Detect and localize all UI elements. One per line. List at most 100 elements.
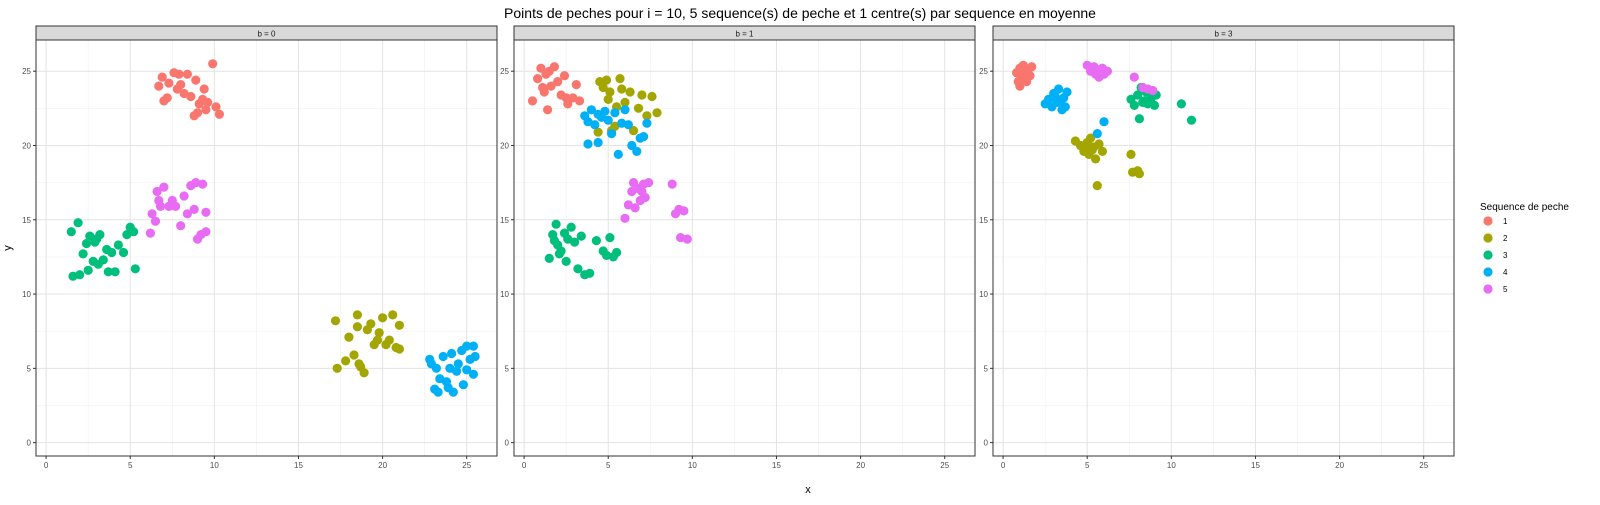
data-point-series-3 (118, 247, 129, 258)
data-point-series-5 (150, 216, 161, 226)
data-point-series-1 (575, 96, 585, 106)
data-point-series-3 (1186, 115, 1197, 125)
data-point-series-5 (154, 195, 164, 206)
data-point-series-2 (637, 90, 647, 100)
facet-strip-label: b = 3 (1214, 30, 1233, 39)
data-point-series-3 (110, 267, 120, 277)
data-point-series-4 (610, 108, 620, 118)
y-tick-label: 10 (500, 290, 509, 299)
data-point-series-4 (620, 105, 630, 115)
data-point-series-5 (201, 227, 211, 237)
data-point-series-3 (98, 255, 108, 265)
data-point-series-2 (354, 359, 364, 369)
data-point-series-1 (203, 97, 213, 107)
legend-key-2 (1483, 233, 1493, 243)
x-tick-label: 25 (1419, 461, 1428, 470)
data-point-series-3 (570, 237, 580, 247)
data-point-series-3 (95, 230, 105, 240)
panel-background (36, 40, 497, 456)
data-point-series-4 (642, 118, 652, 128)
data-point-series-4 (586, 105, 597, 115)
data-point-series-2 (394, 320, 404, 330)
data-point-series-5 (171, 201, 181, 211)
data-point-series-3 (591, 236, 602, 246)
data-point-series-1 (201, 105, 211, 115)
data-point-series-2 (598, 82, 608, 93)
y-tick-label: 25 (500, 67, 509, 76)
data-point-series-3 (78, 249, 88, 259)
data-point-series-2 (603, 94, 613, 104)
x-tick-label: 20 (1335, 461, 1344, 470)
y-tick-label: 20 (22, 141, 31, 150)
x-tick-label: 15 (772, 461, 781, 470)
data-point-series-4 (453, 359, 463, 369)
data-point-series-4 (583, 139, 593, 149)
data-point-series-3 (73, 218, 83, 228)
y-axis-label: y (2, 245, 14, 251)
y-tick-label: 5 (505, 364, 510, 373)
data-point-series-1 (1027, 62, 1037, 72)
data-point-series-5 (639, 179, 649, 189)
data-point-series-2 (647, 91, 657, 102)
legend-label-1: 1 (1503, 217, 1508, 226)
data-point-series-2 (1092, 181, 1102, 191)
data-point-series-4 (639, 132, 649, 142)
data-point-series-3 (612, 247, 622, 258)
x-tick-label: 0 (1001, 461, 1006, 470)
data-point-series-3 (1176, 99, 1186, 109)
legend-label-5: 5 (1503, 285, 1508, 294)
data-point-series-1 (191, 75, 201, 85)
data-point-series-4 (468, 369, 478, 379)
data-point-series-1 (164, 78, 174, 88)
data-point-series-3 (1144, 97, 1155, 107)
data-point-series-2 (374, 328, 384, 338)
data-point-series-5 (176, 221, 186, 231)
data-point-series-3 (561, 256, 571, 266)
x-tick-label: 10 (210, 461, 219, 470)
data-point-series-3 (549, 236, 560, 246)
data-point-series-1 (214, 109, 224, 119)
facet-panel-2: b = 3 0 5 10 15 20 25 0 5 10 15 20 25 (979, 25, 1455, 470)
data-point-series-1 (561, 93, 571, 103)
data-point-series-2 (617, 84, 627, 94)
legend-item-5: 5 (1483, 284, 1508, 294)
data-point-series-3 (1134, 114, 1144, 124)
data-point-series-4 (590, 120, 600, 130)
x-tick-label: 5 (1085, 461, 1090, 470)
data-point-series-2 (394, 344, 404, 354)
data-point-series-1 (162, 93, 172, 103)
x-axis-label: x (805, 484, 811, 496)
data-point-series-5 (630, 203, 640, 213)
data-point-series-4 (1099, 117, 1109, 127)
y-tick-label: 20 (500, 141, 509, 150)
data-point-series-4 (468, 341, 478, 351)
data-point-series-3 (585, 268, 595, 278)
data-point-series-2 (378, 313, 388, 323)
legend-label-2: 2 (1503, 234, 1508, 243)
data-point-series-3 (554, 249, 565, 259)
data-point-series-4 (623, 120, 634, 130)
data-point-series-4 (470, 351, 480, 362)
x-tick-label: 0 (44, 461, 49, 470)
legend-title: Sequence de peche (1480, 202, 1569, 213)
data-point-series-1 (559, 71, 570, 81)
data-point-series-1 (186, 91, 196, 102)
data-point-series-5 (147, 209, 157, 219)
data-point-series-3 (83, 265, 93, 275)
data-point-series-3 (1129, 100, 1139, 110)
data-point-series-2 (349, 350, 359, 360)
data-point-series-4 (1055, 96, 1065, 106)
data-point-series-3 (605, 233, 615, 243)
x-tick-label: 25 (462, 461, 471, 470)
legend-key-5 (1483, 284, 1493, 294)
data-point-series-5 (682, 234, 692, 244)
data-point-series-4 (593, 137, 603, 148)
legend-item-2: 2 (1483, 233, 1508, 243)
legend-item-3: 3 (1483, 250, 1508, 260)
data-point-series-4 (613, 149, 623, 159)
data-point-series-3 (551, 219, 561, 229)
y-tick-label: 0 (505, 439, 510, 448)
data-point-series-2 (1126, 149, 1136, 159)
legend-key-1 (1483, 216, 1493, 226)
y-tick-label: 20 (979, 141, 988, 150)
